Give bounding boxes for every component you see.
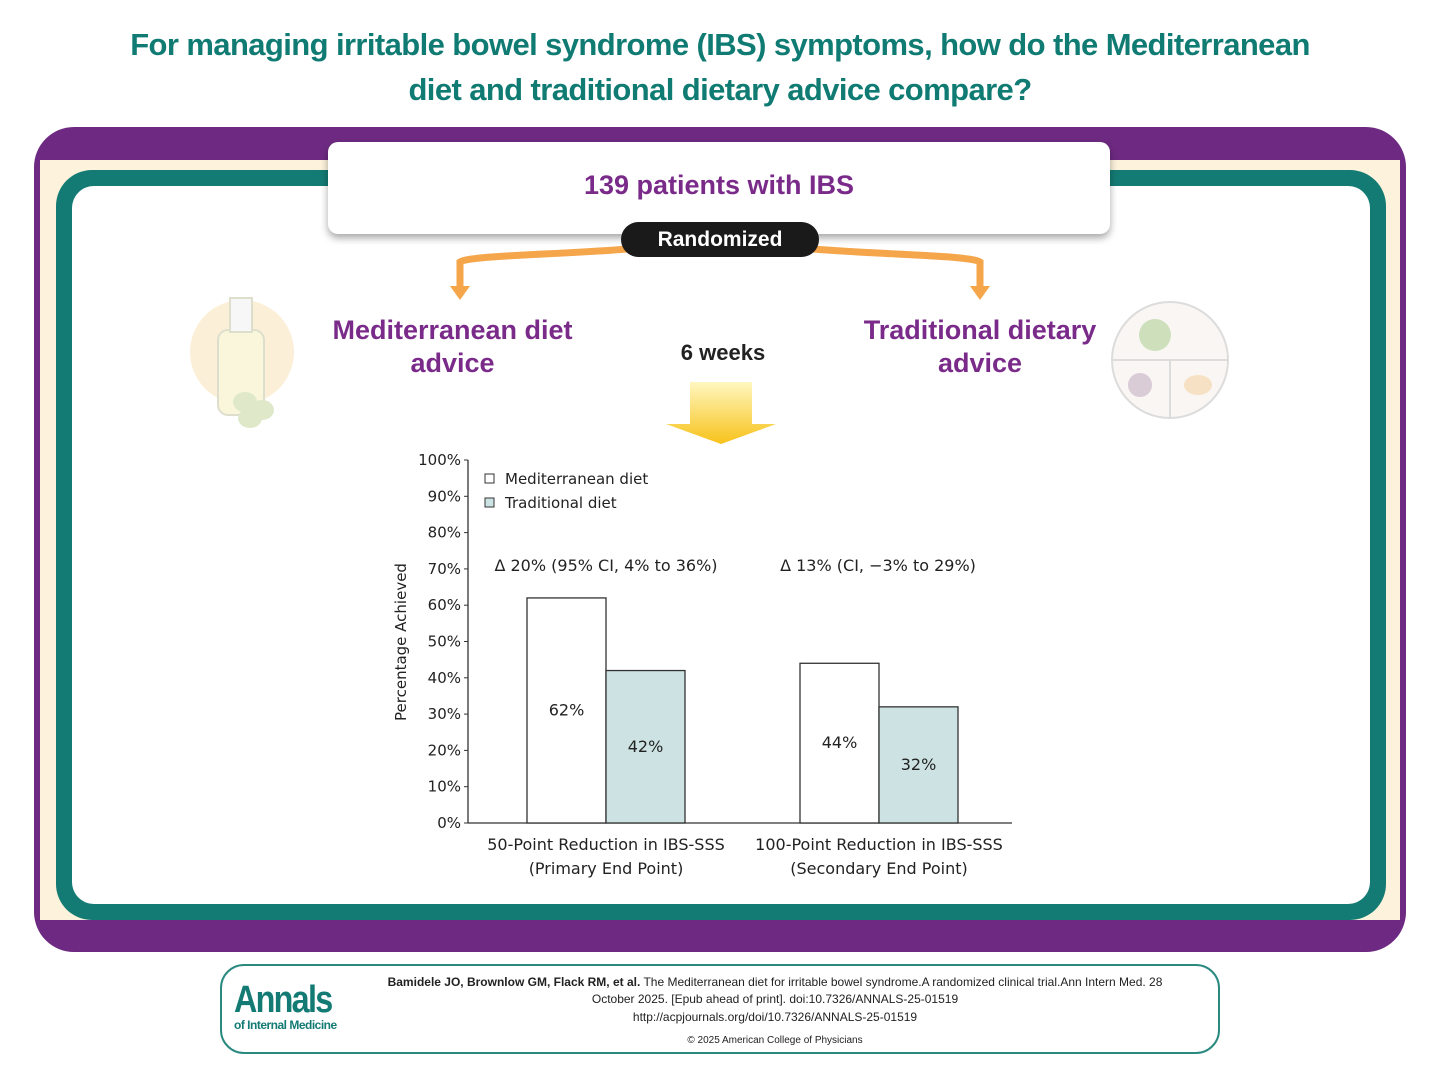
arm-label-line: advice [937,348,1023,378]
bar-traditional [605,669,686,824]
x-category-label: (Primary End Point) [529,859,684,878]
logo-main: Annals [234,979,333,1021]
y-tick-label: 50% [428,633,461,651]
citation-line: October 2025. [Epub ahead of print]. doi… [591,992,959,1006]
bar-mediterranean [526,597,607,824]
olive-oil-icon [190,297,294,428]
legend-label: Traditional diet [504,494,617,512]
arrow-left-head [450,286,470,300]
y-axis-label: Percentage Achieved [392,563,410,721]
x-category-label: 100-Point Reduction in IBS-SSS [755,835,1003,854]
bar-data-label: 42% [628,737,664,756]
logo-sub: of Internal Medicine [234,1018,337,1032]
randomized-badge: Randomized [621,222,819,257]
arrow-right-head [970,286,990,300]
patients-box: 139 patients with IBS [328,142,1110,234]
y-tick-label: 90% [428,487,461,505]
arrow-right [799,244,984,290]
y-tick-label: 10% [428,778,461,796]
bar-data-label: 62% [549,700,585,719]
arm-label-line: advice [410,348,495,378]
y-tick-label: 70% [428,560,461,578]
delta-annotation: Δ 20% (95% CI, 4% to 36%) [494,556,717,575]
bar-data-label: 32% [901,755,937,774]
copyright: © 2025 American College of Physicians [687,1035,863,1046]
delta-annotation: Δ 13% (CI, −3% to 29%) [780,556,976,575]
citation-url[interactable]: http://acpjournals.org/doi/10.7326/ANNAL… [632,1010,918,1024]
y-tick-label: 60% [428,596,461,614]
page-title: For managing irritable bowel syndrome (I… [0,22,1440,112]
legend-swatch [484,497,495,508]
citation-text: The Mediterranean diet for irritable bow… [643,975,1163,989]
duration-label: 6 weeks [680,340,766,365]
down-arrow-icon [666,382,776,444]
legend-label: Mediterranean diet [505,470,648,488]
y-tick-label: 0% [437,814,461,832]
annals-logo: Annals of Internal Medicine [234,979,349,1032]
title-line: For managing irritable bowel syndrome (I… [130,27,1310,62]
y-tick-label: 100% [418,451,461,469]
y-tick-label: 30% [428,705,461,723]
arm-label-line: Mediterranean diet [332,315,573,345]
food-plate-icon [1111,301,1229,419]
bar-mediterranean [799,662,880,824]
traditional-arm-label: Traditional dietary advice [835,314,1125,380]
y-tick-label: 80% [428,524,461,542]
mediterranean-arm-label: Mediterranean diet advice [300,314,605,380]
legend-swatch [484,473,495,484]
arm-label-line: Traditional dietary [863,315,1097,345]
arrow-left [456,244,641,290]
x-category-label: 50-Point Reduction in IBS-SSS [487,835,725,854]
title-line: diet and traditional dietary advice comp… [408,72,1032,107]
bar-traditional [878,706,959,824]
citation-authors: Bamidele JO, Brownlow GM, Flack RM, et a… [387,975,641,989]
citation-box [220,964,1220,1054]
x-category-label: (Secondary End Point) [790,859,968,878]
bar-data-label: 44% [822,733,858,752]
citation-line: Bamidele JO, Brownlow GM, Flack RM, et a… [360,975,1190,989]
y-tick-label: 20% [428,741,461,759]
y-tick-label: 40% [428,669,461,687]
